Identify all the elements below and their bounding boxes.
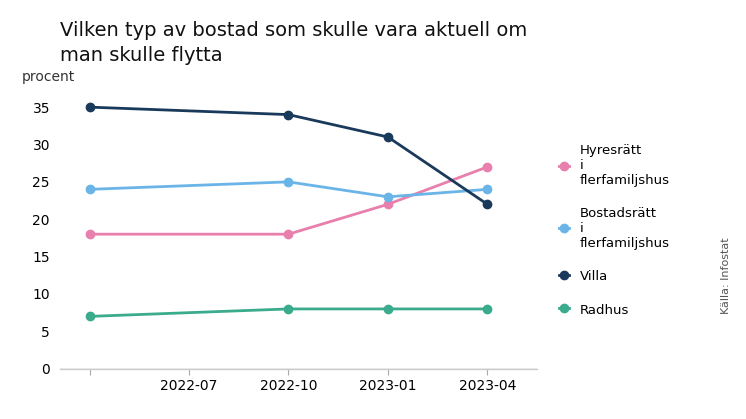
Text: Vilken typ av bostad som skulle vara aktuell om
man skulle flytta: Vilken typ av bostad som skulle vara akt…	[60, 21, 527, 65]
Bostadsrätt
i
flerfamiljshus	[483, 187, 492, 192]
Line: Villa: Villa	[85, 103, 492, 209]
Villa	[383, 134, 392, 140]
Line: Radhus: Radhus	[85, 305, 492, 321]
Line: Bostadsrätt
i
flerfamiljshus: Bostadsrätt i flerfamiljshus	[85, 178, 492, 201]
Hyresrätt
i
flerfamiljshus	[284, 232, 293, 237]
Bostadsrätt
i
flerfamiljshus	[383, 194, 392, 199]
Text: procent: procent	[22, 70, 75, 84]
Line: Hyresrätt
i
flerfamiljshus: Hyresrätt i flerfamiljshus	[85, 163, 492, 238]
Hyresrätt
i
flerfamiljshus	[383, 202, 392, 207]
Legend: Hyresrätt
i
flerfamiljshus, Bostadsrätt
i
flerfamiljshus, Villa, Radhus: Hyresrätt i flerfamiljshus, Bostadsrätt …	[554, 139, 675, 322]
Radhus	[85, 314, 94, 319]
Bostadsrätt
i
flerfamiljshus	[85, 187, 94, 192]
Villa	[284, 112, 293, 117]
Text: Källa: Infostat: Källa: Infostat	[721, 238, 731, 314]
Radhus	[383, 306, 392, 311]
Villa	[85, 105, 94, 110]
Hyresrätt
i
flerfamiljshus	[483, 164, 492, 169]
Hyresrätt
i
flerfamiljshus	[85, 232, 94, 237]
Villa	[483, 202, 492, 207]
Radhus	[284, 306, 293, 311]
Radhus	[483, 306, 492, 311]
Bostadsrätt
i
flerfamiljshus	[284, 179, 293, 184]
